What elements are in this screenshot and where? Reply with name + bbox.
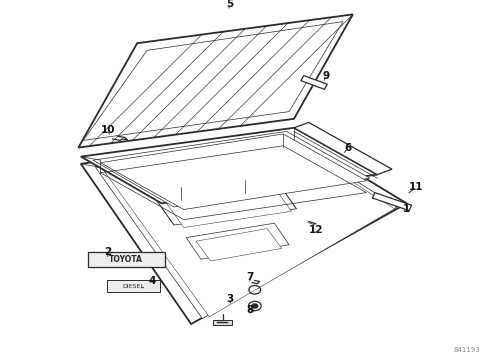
Text: 7: 7 <box>246 272 254 282</box>
Text: TOYOTA: TOYOTA <box>109 255 143 264</box>
Polygon shape <box>100 134 367 210</box>
Text: 10: 10 <box>100 125 115 135</box>
Text: 8: 8 <box>246 305 253 315</box>
Text: 11: 11 <box>409 182 424 193</box>
Text: 1: 1 <box>403 204 410 214</box>
Text: 12: 12 <box>309 225 323 235</box>
Polygon shape <box>145 167 296 225</box>
Polygon shape <box>372 193 412 211</box>
Polygon shape <box>301 76 327 89</box>
Polygon shape <box>81 128 377 203</box>
Polygon shape <box>78 14 353 148</box>
FancyBboxPatch shape <box>107 280 160 292</box>
Polygon shape <box>103 140 394 317</box>
FancyBboxPatch shape <box>88 252 165 267</box>
Text: 4: 4 <box>142 276 156 288</box>
Polygon shape <box>196 229 282 261</box>
Text: 841193: 841193 <box>453 347 480 353</box>
FancyBboxPatch shape <box>213 320 232 325</box>
Text: 6: 6 <box>344 143 351 153</box>
Text: 9: 9 <box>322 71 329 81</box>
Text: 2: 2 <box>104 247 111 257</box>
Polygon shape <box>154 171 292 228</box>
Polygon shape <box>186 223 289 259</box>
Polygon shape <box>81 135 407 324</box>
Text: 5: 5 <box>227 0 234 9</box>
Polygon shape <box>96 139 397 319</box>
Polygon shape <box>93 131 370 207</box>
Polygon shape <box>294 122 392 175</box>
Text: DIESEL: DIESEL <box>122 284 145 289</box>
Polygon shape <box>83 22 343 140</box>
Circle shape <box>251 303 258 309</box>
FancyBboxPatch shape <box>217 322 228 323</box>
Text: 3: 3 <box>227 294 234 304</box>
